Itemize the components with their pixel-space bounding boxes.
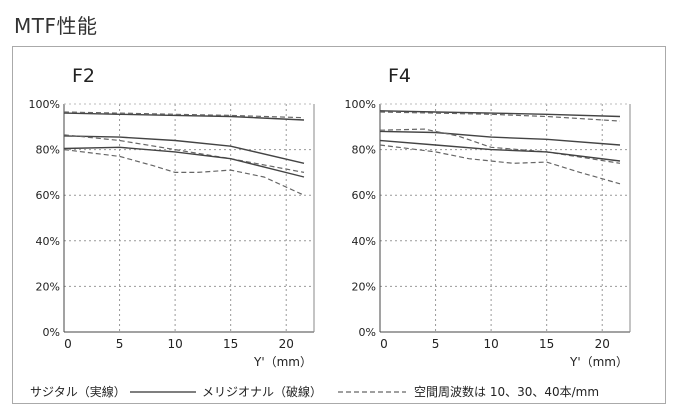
x-tick-label: 5 — [116, 337, 124, 351]
legend-frequency-note: 空間周波数は 10、30、40本/mm — [414, 384, 599, 399]
y-tick-label: 20% — [36, 280, 60, 293]
series-line-dashed-6 — [379, 144, 621, 185]
x-tick-label: 20 — [595, 337, 610, 351]
y-tick-label: 100% — [29, 98, 60, 111]
y-tick-label: 0% — [43, 326, 60, 339]
x-tick-label: 15 — [223, 337, 238, 351]
chart-title: F2 — [72, 65, 95, 87]
page-title: MTF性能 — [14, 14, 98, 38]
y-tick-label: 60% — [36, 189, 60, 202]
x-axis-label: Y'（mm） — [253, 355, 312, 369]
y-tick-label: 80% — [352, 144, 376, 157]
legend-sagittal-label: サジタル（実線） — [30, 384, 126, 399]
y-tick-label: 80% — [36, 144, 60, 157]
y-tick-label: 40% — [352, 235, 376, 248]
series-line-dashed-4 — [63, 134, 305, 173]
y-tick-label: 40% — [36, 235, 60, 248]
series-line-dashed-2 — [63, 111, 305, 119]
x-tick-label: 10 — [167, 337, 182, 351]
series-line-solid-1 — [63, 112, 305, 121]
chart-panel-f2: F2 0% 20% 40% 60% 80% 100% 0 5 10 15 20 Y'（mm） — [29, 65, 315, 369]
x-axis-label: Y'（mm） — [569, 355, 628, 369]
legend-meridional-label: メリジオナル（破線） — [202, 384, 322, 399]
x-tick-label: 0 — [380, 337, 388, 351]
chart-panel-f4: F4 0% 20% 40% 60% 80% 100% 0 5 10 15 20 Y'（mm） — [345, 65, 631, 369]
series-line-dashed-6 — [63, 149, 305, 196]
x-tick-label: 5 — [432, 337, 440, 351]
x-tick-label: 15 — [539, 337, 554, 351]
series-line-solid-3 — [379, 130, 621, 146]
y-tick-label: 60% — [352, 189, 376, 202]
series-line-solid-5 — [379, 139, 621, 162]
series-line-solid-3 — [63, 135, 305, 164]
series-line-solid-1 — [379, 110, 621, 118]
y-tick-label: 100% — [345, 98, 376, 111]
series-line-dashed-4 — [379, 128, 621, 164]
y-tick-label: 20% — [352, 280, 376, 293]
y-tick-label: 0% — [359, 326, 376, 339]
series-line-solid-5 — [63, 146, 305, 178]
legend: サジタル（実線） メリジオナル（破線） 空間周波数は 10、30、40本/mm — [30, 384, 599, 399]
chart-title: F4 — [388, 65, 411, 87]
x-tick-label: 20 — [279, 337, 294, 351]
chart-frame — [12, 46, 666, 404]
x-tick-label: 10 — [483, 337, 498, 351]
x-tick-label: 0 — [64, 337, 72, 351]
